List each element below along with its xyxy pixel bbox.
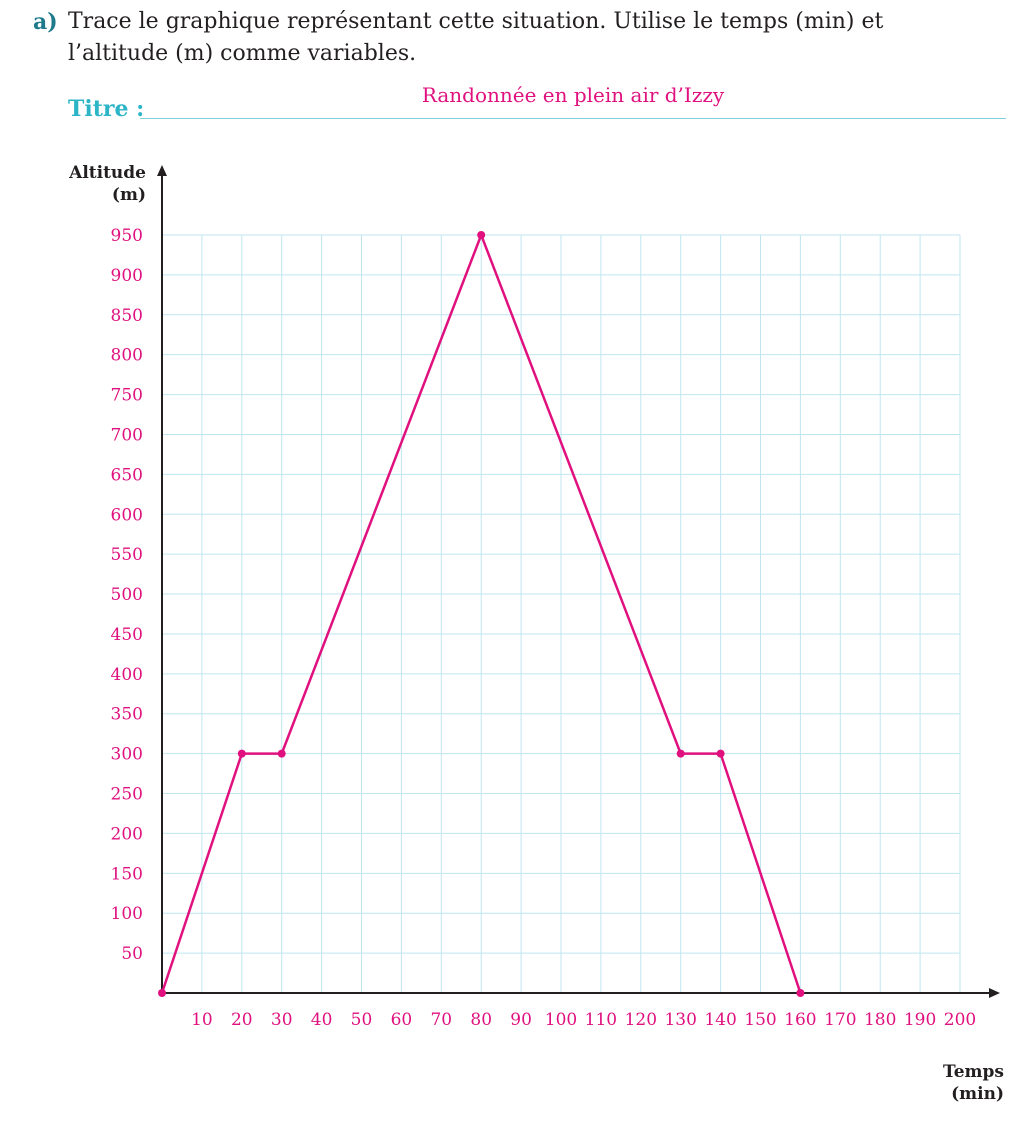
y-tick-label: 450 — [111, 625, 143, 645]
y-tick-label: 50 — [121, 944, 143, 964]
y-axis-label: Altitude (m) — [40, 162, 146, 206]
x-axis-label-line2: (min) — [951, 1084, 1004, 1104]
x-tick-label: 140 — [704, 1010, 736, 1030]
data-point — [277, 749, 286, 758]
y-tick-label: 650 — [111, 465, 143, 485]
y-tick-label: 100 — [111, 904, 143, 924]
y-tick-label: 600 — [111, 505, 143, 525]
x-tick-label: 60 — [391, 1010, 413, 1030]
x-tick-label: 80 — [470, 1010, 492, 1030]
y-tick-label: 300 — [111, 745, 143, 765]
data-point — [477, 231, 486, 239]
y-axis-label-line2: (m) — [111, 185, 146, 205]
x-tick-label: 90 — [510, 1010, 532, 1030]
y-axis-label-line1: Altitude — [69, 163, 146, 183]
x-tick-label: 10 — [191, 1010, 213, 1030]
x-tick-label: 40 — [311, 1010, 333, 1030]
x-tick-label: 100 — [545, 1010, 577, 1030]
y-tick-label: 250 — [111, 785, 143, 805]
title-value[interactable]: Randonnée en plein air d’Izzy — [421, 83, 725, 107]
x-tick-label: 120 — [625, 1010, 657, 1030]
x-axis-label-line1: Temps — [943, 1062, 1004, 1082]
x-tick-label: 180 — [864, 1010, 896, 1030]
question-text: Trace le graphique représentant cette si… — [68, 9, 884, 66]
y-tick-label: 950 — [111, 226, 143, 246]
y-tick-label: 200 — [111, 824, 143, 844]
x-tick-label: 170 — [824, 1010, 856, 1030]
data-point — [237, 749, 246, 758]
title-underline — [140, 118, 1006, 119]
data-point — [796, 989, 805, 997]
x-tick-label: 70 — [430, 1010, 452, 1030]
data-point — [716, 749, 725, 758]
y-tick-label: 400 — [111, 665, 143, 685]
x-tick-label: 20 — [231, 1010, 253, 1030]
title-label: Titre : — [68, 96, 145, 122]
x-tick-label: 190 — [904, 1010, 936, 1030]
x-tick-label: 110 — [585, 1010, 617, 1030]
y-tick-label: 800 — [111, 346, 143, 366]
x-tick-label: 30 — [271, 1010, 293, 1030]
y-tick-label: 900 — [111, 266, 143, 286]
x-tick-label: 160 — [784, 1010, 816, 1030]
x-tick-label: 130 — [664, 1010, 696, 1030]
x-axis-arrow-icon — [989, 988, 1000, 998]
y-tick-label: 550 — [111, 545, 143, 565]
x-tick-label: 200 — [944, 1010, 976, 1030]
x-tick-label: 150 — [744, 1010, 776, 1030]
data-point — [158, 989, 166, 997]
y-axis-arrow-icon — [157, 165, 167, 176]
question-letter: a) — [33, 9, 58, 35]
x-axis-label: Temps (min) — [890, 1061, 1004, 1105]
y-tick-label: 700 — [111, 425, 143, 445]
y-tick-label: 350 — [111, 705, 143, 725]
x-tick-label: 50 — [351, 1010, 373, 1030]
y-tick-label: 500 — [111, 585, 143, 605]
y-tick-label: 750 — [111, 386, 143, 406]
y-tick-label: 850 — [111, 306, 143, 326]
data-point — [676, 749, 685, 758]
y-tick-label: 150 — [111, 864, 143, 884]
